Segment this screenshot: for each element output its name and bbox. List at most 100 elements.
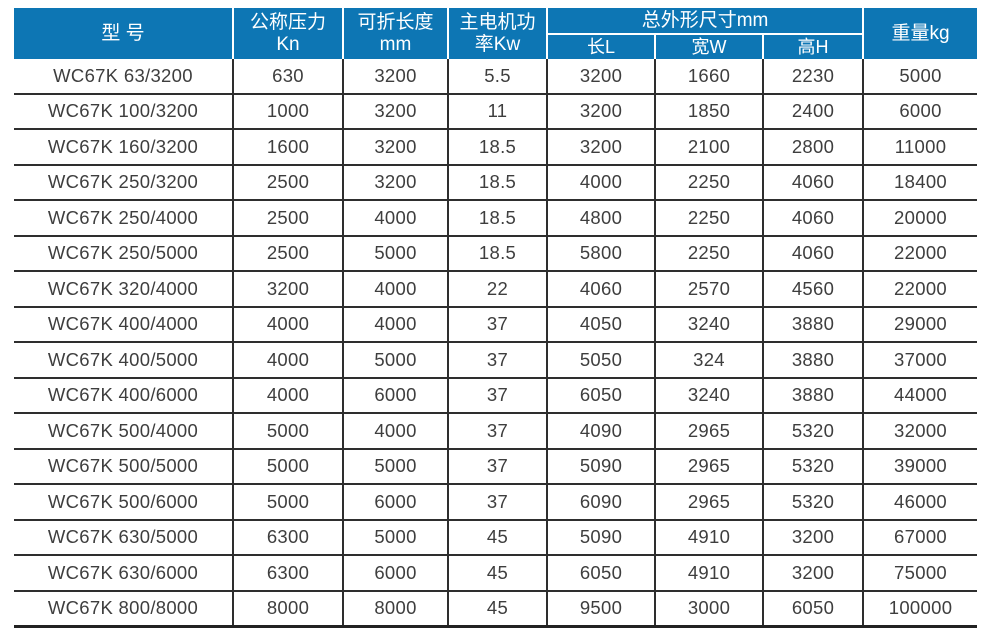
cell-fold-length: 4000 bbox=[342, 412, 449, 450]
spec-table: 型 号 公称压力 Kn 可折长度 mm 主电机功 率Kw 总外形尺寸mm 重量k… bbox=[14, 8, 978, 628]
cell-weight: 20000 bbox=[862, 199, 978, 237]
cell-weight: 100000 bbox=[862, 589, 978, 628]
table-row: WC67K 100/3200 1000 3200 11 3200 1850 2400 6000 bbox=[14, 92, 978, 130]
cell-fold-length: 3200 bbox=[342, 59, 449, 95]
cell-weight: 5000 bbox=[862, 59, 978, 95]
cell-motor-power: 37 bbox=[447, 483, 548, 521]
cell-dim-width: 2570 bbox=[654, 270, 764, 308]
cell-motor-power: 18.5 bbox=[447, 234, 548, 272]
cell-nominal-pressure: 3200 bbox=[232, 270, 344, 308]
cell-dim-width: 2100 bbox=[654, 128, 764, 166]
cell-nominal-pressure: 2500 bbox=[232, 234, 344, 272]
cell-weight: 67000 bbox=[862, 518, 978, 556]
col-header-dim-length: 长L bbox=[546, 33, 655, 59]
cell-dim-width: 2250 bbox=[654, 163, 764, 201]
cell-nominal-pressure: 2500 bbox=[232, 199, 344, 237]
spec-table-container: 型 号 公称压力 Kn 可折长度 mm 主电机功 率Kw 总外形尺寸mm 重量k… bbox=[14, 8, 978, 628]
cell-motor-power: 45 bbox=[447, 589, 548, 628]
cell-model: WC67K 500/4000 bbox=[14, 412, 234, 450]
cell-dim-width: 3240 bbox=[654, 376, 764, 414]
cell-dim-height: 6050 bbox=[761, 589, 865, 628]
cell-weight: 22000 bbox=[862, 234, 978, 272]
cell-dim-height: 4060 bbox=[761, 163, 865, 201]
cell-model: WC67K 500/6000 bbox=[14, 483, 234, 521]
cell-fold-length: 6000 bbox=[342, 483, 449, 521]
cell-weight: 29000 bbox=[862, 305, 978, 343]
cell-weight: 46000 bbox=[862, 483, 978, 521]
cell-motor-power: 11 bbox=[447, 92, 548, 130]
cell-model: WC67K 400/5000 bbox=[14, 341, 234, 379]
cell-weight: 18400 bbox=[862, 163, 978, 201]
cell-fold-length: 8000 bbox=[342, 589, 449, 628]
cell-dim-width: 2965 bbox=[654, 483, 764, 521]
cell-fold-length: 5000 bbox=[342, 341, 449, 379]
cell-dim-length: 4800 bbox=[546, 199, 656, 237]
col-header-motor-power: 主电机功 率Kw bbox=[447, 8, 547, 59]
cell-dim-length: 4060 bbox=[546, 270, 656, 308]
cell-model: WC67K 250/3200 bbox=[14, 163, 234, 201]
cell-dim-width: 4910 bbox=[654, 518, 764, 556]
cell-fold-length: 3200 bbox=[342, 128, 449, 166]
table-body: WC67K 63/3200 630 3200 5.5 3200 1660 2230 5000 W… bbox=[14, 59, 978, 628]
cell-fold-length: 5000 bbox=[342, 447, 449, 485]
col-header-nominal-pressure-line1: 公称压力 bbox=[249, 11, 326, 33]
cell-dim-height: 5320 bbox=[761, 483, 865, 521]
cell-dim-width: 2250 bbox=[654, 234, 764, 272]
cell-model: WC67K 320/4000 bbox=[14, 270, 234, 308]
cell-dim-length: 9500 bbox=[546, 589, 656, 628]
cell-nominal-pressure: 2500 bbox=[232, 163, 344, 201]
cell-model: WC67K 250/4000 bbox=[14, 199, 234, 237]
cell-dim-height: 4060 bbox=[761, 199, 865, 237]
cell-model: WC67K 160/3200 bbox=[14, 128, 234, 166]
cell-weight: 44000 bbox=[862, 376, 978, 414]
cell-weight: 22000 bbox=[862, 270, 978, 308]
cell-dim-length: 3200 bbox=[546, 59, 656, 95]
col-header-motor-power-line2: 率Kw bbox=[474, 33, 521, 55]
cell-nominal-pressure: 5000 bbox=[232, 412, 344, 450]
col-header-fold-length-line1: 可折长度 bbox=[357, 11, 434, 33]
cell-nominal-pressure: 1000 bbox=[232, 92, 344, 130]
cell-dim-width: 1660 bbox=[654, 59, 764, 95]
cell-motor-power: 37 bbox=[447, 305, 548, 343]
cell-motor-power: 37 bbox=[447, 412, 548, 450]
cell-nominal-pressure: 8000 bbox=[232, 589, 344, 628]
cell-model: WC67K 500/5000 bbox=[14, 447, 234, 485]
table-row: WC67K 250/5000 2500 5000 18.5 5800 2250 4060 22… bbox=[14, 234, 978, 272]
cell-dim-width: 4910 bbox=[654, 554, 764, 592]
cell-nominal-pressure: 1600 bbox=[232, 128, 344, 166]
cell-dim-height: 3200 bbox=[761, 554, 865, 592]
cell-dim-width: 3000 bbox=[654, 589, 764, 628]
table-row: WC67K 800/8000 8000 8000 45 9500 3000 6050 1000… bbox=[14, 589, 978, 628]
cell-fold-length: 5000 bbox=[342, 234, 449, 272]
col-header-nominal-pressure: 公称压力 Kn bbox=[232, 8, 343, 59]
cell-motor-power: 18.5 bbox=[447, 163, 548, 201]
cell-dim-length: 6050 bbox=[546, 554, 656, 592]
cell-dim-width: 2250 bbox=[654, 199, 764, 237]
table-row: WC67K 250/3200 2500 3200 18.5 4000 2250 4060 18… bbox=[14, 163, 978, 201]
cell-fold-length: 5000 bbox=[342, 518, 449, 556]
cell-dim-length: 6090 bbox=[546, 483, 656, 521]
cell-dim-length: 3200 bbox=[546, 92, 656, 130]
cell-motor-power: 5.5 bbox=[447, 59, 548, 95]
cell-fold-length: 6000 bbox=[342, 554, 449, 592]
cell-dim-length: 3200 bbox=[546, 128, 656, 166]
table-row: WC67K 400/6000 4000 6000 37 6050 3240 3880 4400… bbox=[14, 376, 978, 414]
cell-motor-power: 37 bbox=[447, 447, 548, 485]
table-row: WC67K 630/5000 6300 5000 45 5090 4910 3200 6700… bbox=[14, 518, 978, 556]
cell-dim-height: 4560 bbox=[761, 270, 865, 308]
cell-nominal-pressure: 4000 bbox=[232, 376, 344, 414]
cell-dim-height: 5320 bbox=[761, 412, 865, 450]
cell-dim-height: 3200 bbox=[761, 518, 865, 556]
table-row: WC67K 320/4000 3200 4000 22 4060 2570 4560 2200… bbox=[14, 270, 978, 308]
table-row: WC67K 250/4000 2500 4000 18.5 4800 2250 4060 20… bbox=[14, 199, 978, 237]
cell-dim-length: 5090 bbox=[546, 447, 656, 485]
cell-model: WC67K 250/5000 bbox=[14, 234, 234, 272]
cell-motor-power: 45 bbox=[447, 554, 548, 592]
col-header-dimensions-group: 总外形尺寸mm bbox=[545, 8, 864, 34]
cell-model: WC67K 400/4000 bbox=[14, 305, 234, 343]
col-header-fold-length: 可折长度 mm bbox=[342, 8, 448, 59]
cell-dim-width: 2965 bbox=[654, 412, 764, 450]
cell-fold-length: 4000 bbox=[342, 199, 449, 237]
table-row: WC67K 400/4000 4000 4000 37 4050 3240 3880 2900… bbox=[14, 305, 978, 343]
cell-nominal-pressure: 4000 bbox=[232, 305, 344, 343]
